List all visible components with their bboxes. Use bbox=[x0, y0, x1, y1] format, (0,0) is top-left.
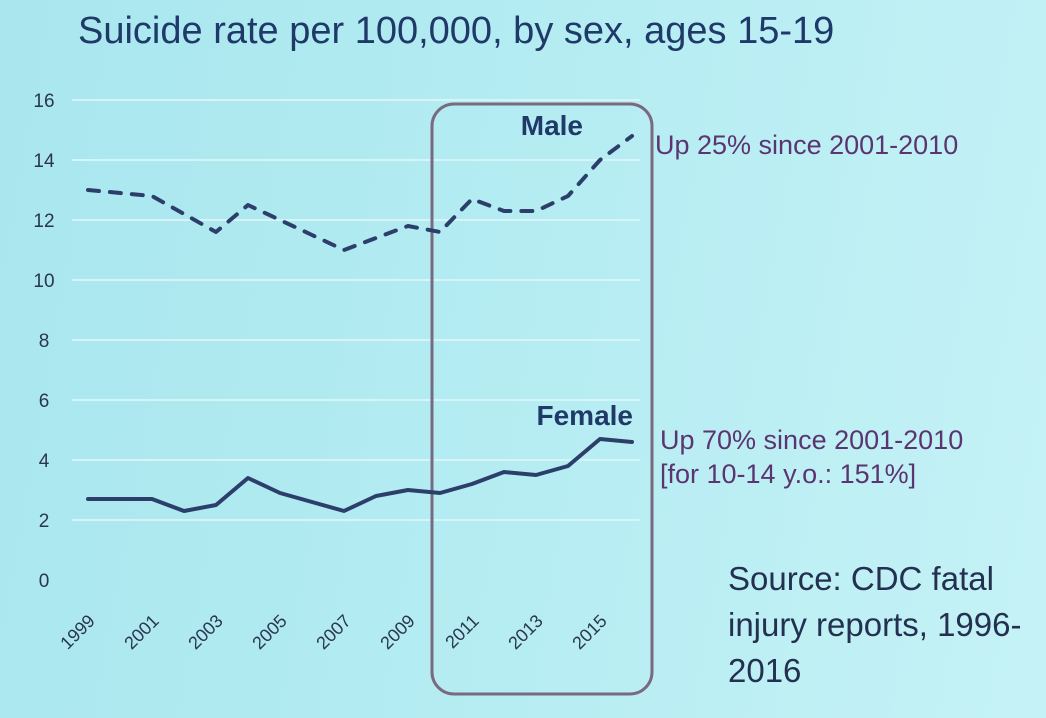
y-tick-label: 8 bbox=[39, 331, 50, 352]
y-tick-label: 14 bbox=[33, 151, 55, 172]
series-label-male: Male bbox=[521, 110, 583, 141]
y-axis-ticks: 0 2 4 6 8 10 12 14 16 bbox=[33, 91, 55, 592]
x-tick-label: 2009 bbox=[376, 611, 418, 653]
x-tick-label: 2003 bbox=[184, 611, 226, 653]
female-annotation-line2: [for 10-14 y.o.: 151%] bbox=[660, 459, 917, 489]
x-tick-label: 2013 bbox=[504, 611, 546, 653]
x-tick-label: 2001 bbox=[120, 611, 162, 653]
x-tick-label: 2005 bbox=[248, 611, 290, 653]
y-tick-label: 16 bbox=[33, 91, 54, 112]
series-labels: Male Female bbox=[521, 110, 633, 431]
x-tick-label: 2007 bbox=[312, 611, 354, 653]
y-tick-label: 6 bbox=[39, 391, 50, 412]
x-tick-label: 1999 bbox=[56, 611, 98, 653]
highlight-box bbox=[430, 102, 654, 696]
x-tick-label: 2015 bbox=[568, 611, 610, 653]
series-label-female: Female bbox=[537, 400, 634, 431]
y-tick-label: 10 bbox=[33, 271, 54, 292]
x-tick-label: 2011 bbox=[441, 611, 483, 653]
y-tick-label: 4 bbox=[39, 451, 50, 472]
male-annotation: Up 25% since 2001-2010 bbox=[655, 130, 959, 160]
y-tick-label: 12 bbox=[33, 211, 54, 232]
y-tick-label: 2 bbox=[39, 511, 50, 532]
series-line-female bbox=[86, 437, 634, 513]
y-tick-label: 0 bbox=[39, 571, 50, 592]
source-note: Source: CDC fatal injury reports, 1996-2… bbox=[728, 560, 1022, 689]
series-line-male bbox=[86, 134, 634, 252]
x-axis-ticks: 1999 2001 2003 2005 2007 2009 2011 2013 2015 bbox=[56, 611, 610, 653]
chart-title: Suicide rate per 100,000, by sex, ages 1… bbox=[78, 10, 835, 52]
highlight-box-group bbox=[430, 102, 654, 696]
female-annotation: Up 70% since 2001-2010 [for 10-14 y.o.: … bbox=[660, 423, 963, 491]
female-annotation-line1: Up 70% since 2001-2010 bbox=[660, 425, 964, 455]
gridlines bbox=[72, 99, 640, 521]
series-lines bbox=[86, 134, 634, 513]
